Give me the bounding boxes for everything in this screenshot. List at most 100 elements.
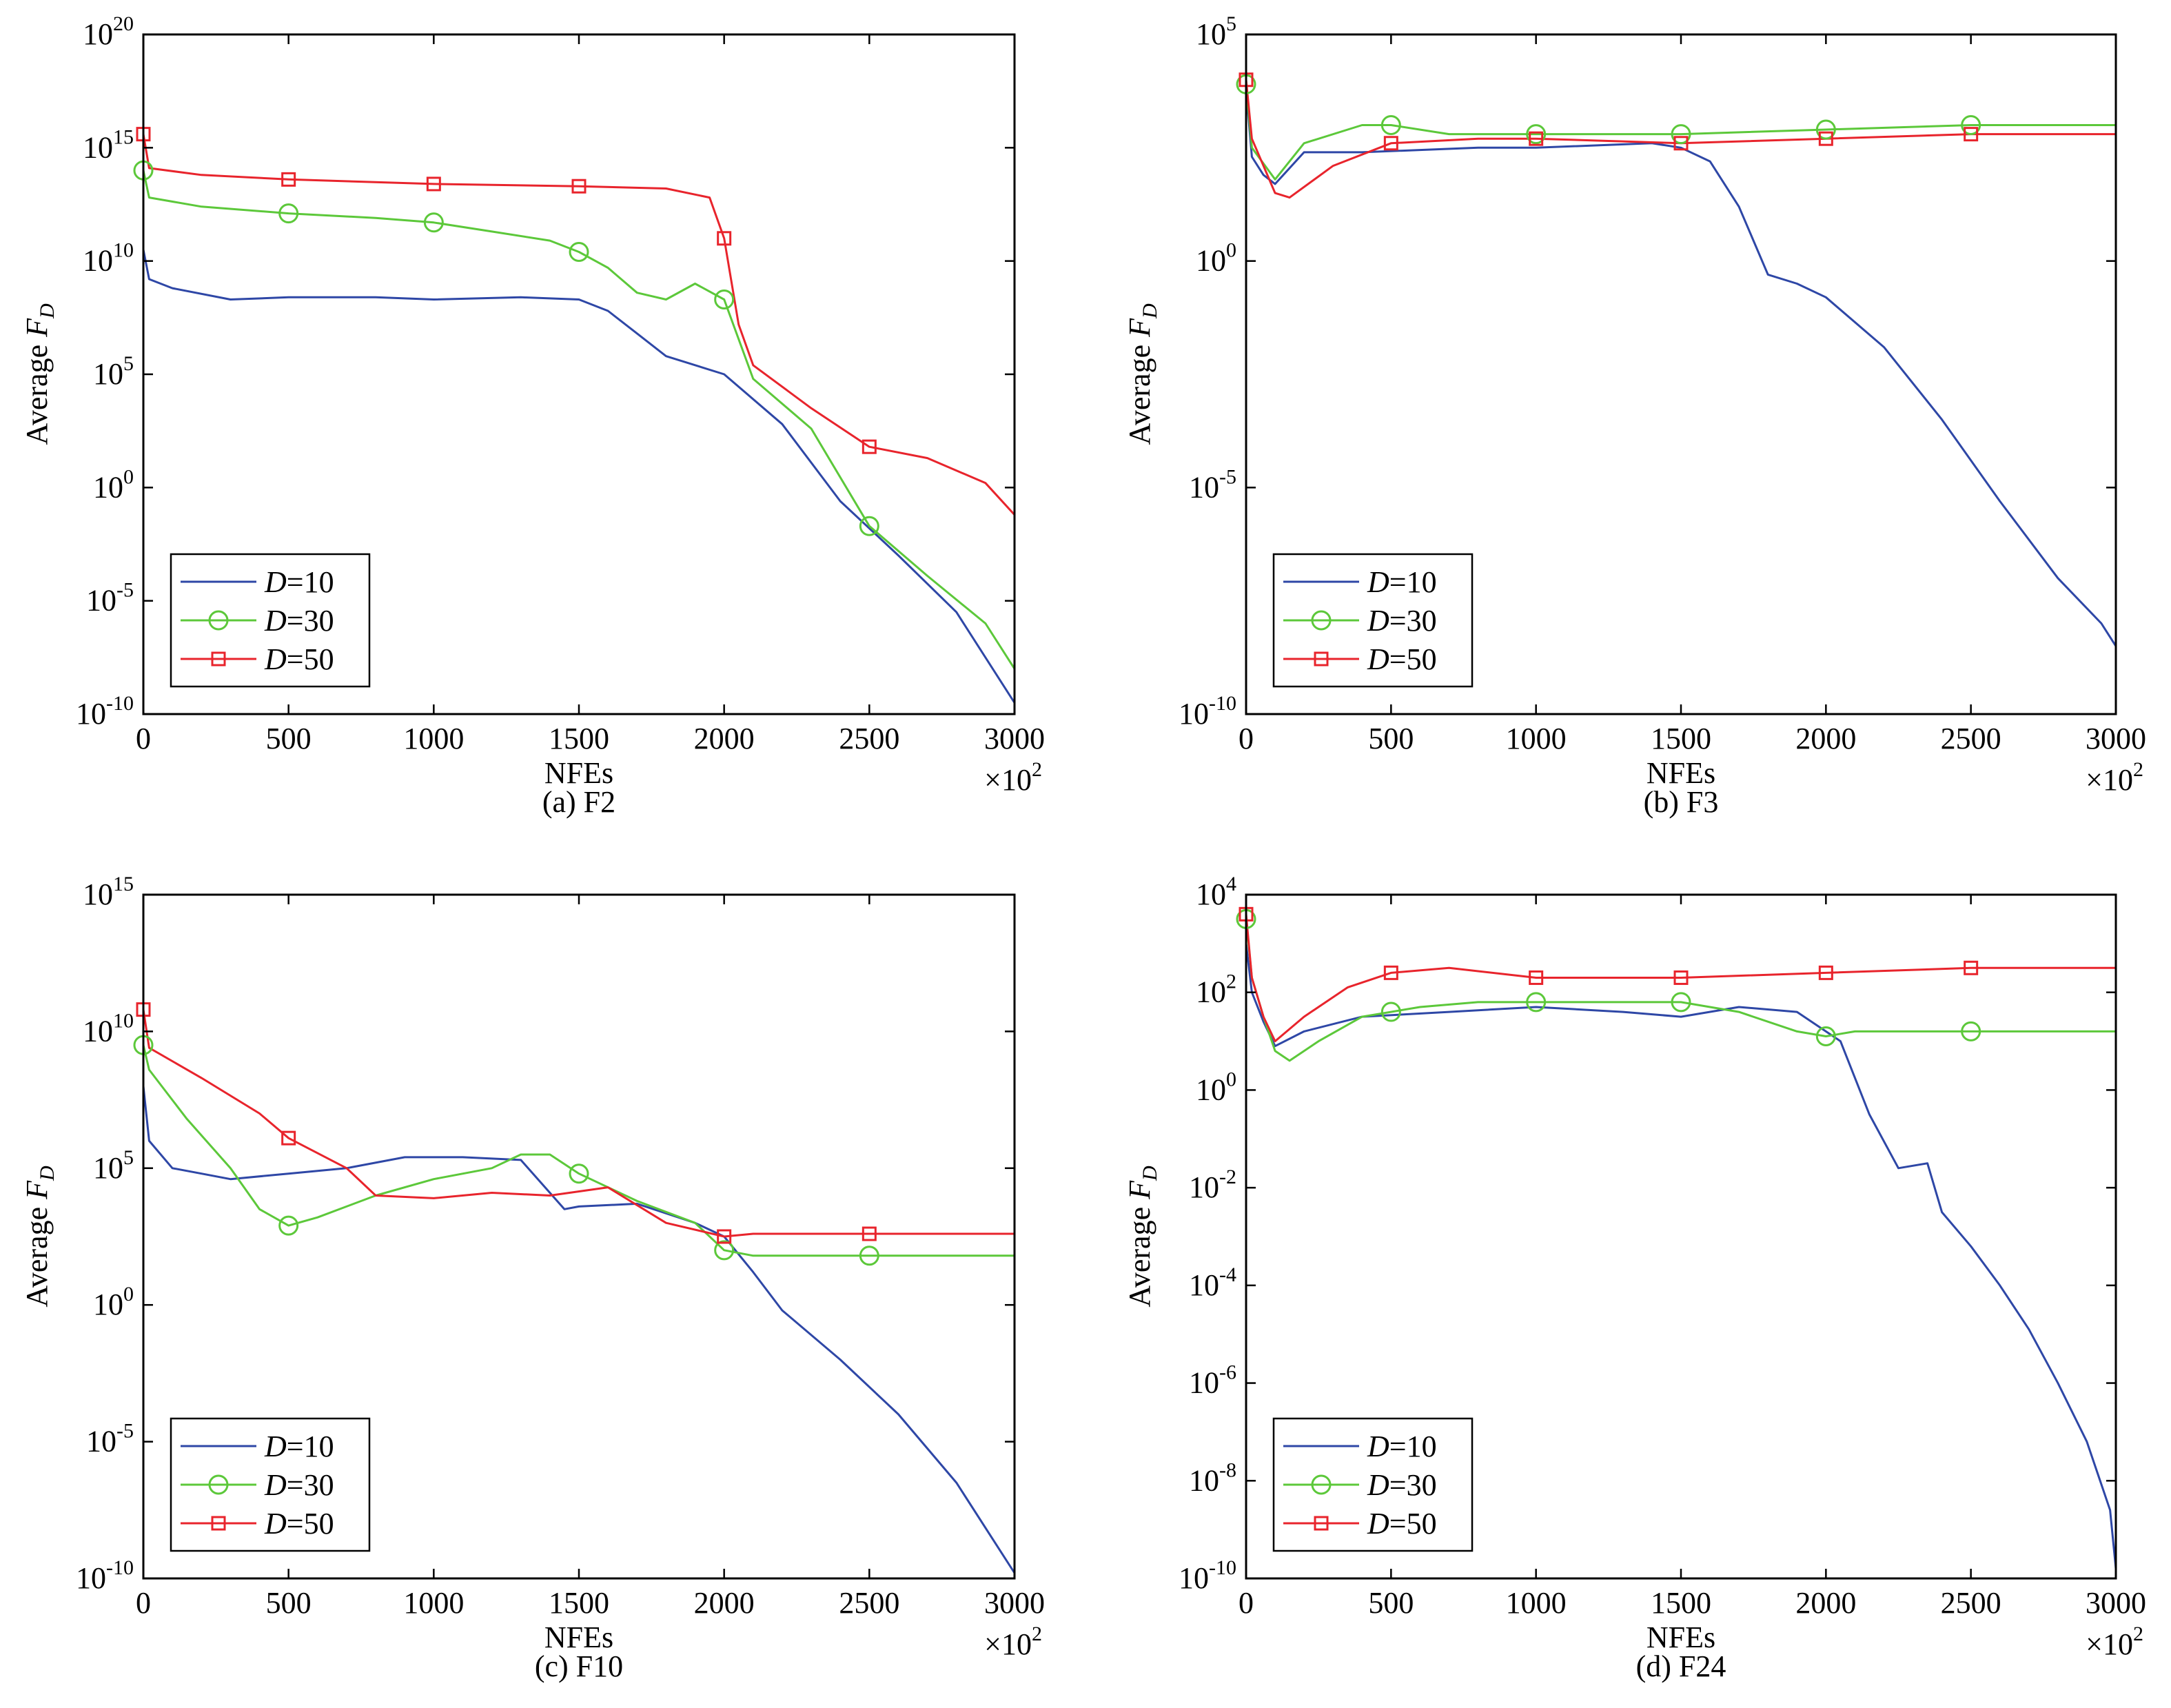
marker-circle: [1671, 992, 1691, 1013]
series-line-d10: [143, 1086, 1015, 1574]
x-tick-label: 1000: [403, 1586, 464, 1620]
marker-square: [1964, 960, 1979, 975]
x-multiplier: ×102: [984, 758, 1042, 797]
x-axis-title: NFEs: [544, 1620, 613, 1654]
y-tick-label: 10-8: [1189, 1458, 1236, 1497]
y-tick-label: 1015: [83, 873, 134, 911]
legend-marker-square: [211, 1516, 226, 1531]
legend: D=10 D=30 D=50: [1272, 553, 1474, 688]
legend-label: D=30: [1367, 1468, 1437, 1502]
legend-label: D=50: [1367, 642, 1437, 676]
marker-square: [1673, 970, 1689, 985]
y-axis-title: Average FD: [1123, 303, 1161, 445]
x-tick-label: 0: [136, 1586, 151, 1620]
y-tick-label: 1015: [83, 125, 134, 164]
y-tick-label: 1020: [83, 12, 134, 51]
legend-label: D=10: [1367, 1430, 1437, 1463]
marker-circle: [714, 289, 735, 310]
y-tick-label: 10-5: [86, 1420, 134, 1458]
legend-label: D=50: [264, 1507, 334, 1541]
marker-square: [1964, 127, 1979, 142]
marker-square: [862, 1226, 877, 1241]
x-axis-title: NFEs: [1647, 1620, 1715, 1654]
y-tick-label: 10-5: [86, 579, 134, 618]
legend-label: D=30: [264, 604, 334, 638]
series-line-d50: [1246, 79, 2116, 199]
series-group: [143, 134, 1015, 704]
x-tick-label: 500: [1368, 1586, 1414, 1620]
x-tick-label: 3000: [984, 722, 1045, 755]
x-tick-label: 1500: [1651, 722, 1711, 755]
marker-square: [1383, 136, 1398, 151]
x-tick-label: 0: [1239, 1586, 1254, 1620]
marker-circle: [569, 1163, 589, 1184]
x-tick-label: 2000: [694, 722, 755, 755]
marker-square: [862, 439, 877, 454]
marker-circle: [1526, 124, 1547, 145]
marker-circle: [1380, 114, 1401, 135]
legend: D=10 D=30 D=50: [1272, 1417, 1474, 1552]
x-multiplier: ×102: [2086, 758, 2143, 797]
y-tick-label: 100: [93, 465, 134, 504]
x-tick-label: 0: [136, 722, 151, 755]
y-tick-label: 10-6: [1189, 1361, 1236, 1400]
y-tick-label: 10-2: [1189, 1166, 1236, 1204]
marker-circle: [1815, 1026, 1836, 1046]
marker-square: [281, 172, 296, 187]
x-tick-label: 1000: [1506, 722, 1567, 755]
y-tick-label: 100: [1196, 1068, 1236, 1106]
legend-marker-circle: [1311, 610, 1332, 631]
y-tick-label: 10-10: [1179, 692, 1236, 731]
legend-marker-square: [1314, 1516, 1329, 1531]
panel-caption: (b) F3: [1644, 785, 1719, 819]
x-tick-label: 2500: [1941, 1586, 2001, 1620]
panel-caption: (d) F24: [1636, 1649, 1726, 1683]
y-tick-label: 105: [93, 1146, 134, 1185]
marker-square: [717, 231, 732, 246]
marker-square: [1529, 970, 1544, 985]
marker-circle: [1961, 1021, 1981, 1041]
series-group: [143, 1009, 1015, 1574]
y-tick-label: 10-5: [1189, 465, 1236, 504]
marker-circle: [423, 212, 444, 233]
marker-circle: [1815, 119, 1836, 140]
y-tick-label: 104: [1196, 873, 1236, 911]
series-line-d10: [1246, 943, 2116, 1569]
x-tick-label: 1500: [1651, 1586, 1711, 1620]
marker-square: [1383, 965, 1398, 980]
legend-label: D=50: [1367, 1507, 1437, 1541]
series-line-d30: [1246, 919, 2116, 1062]
y-tick-label: 105: [1196, 12, 1236, 51]
y-tick-label: 10-10: [1179, 1556, 1236, 1595]
x-tick-label: 2500: [839, 1586, 899, 1620]
marker-circle: [1526, 992, 1547, 1013]
marker-square: [571, 179, 587, 194]
legend-marker-circle: [1311, 1474, 1332, 1495]
series-line-d30: [143, 1044, 1015, 1257]
x-tick-label: 1000: [1506, 1586, 1567, 1620]
marker-square: [426, 176, 441, 192]
legend-marker-circle: [208, 1474, 229, 1495]
series-line-d10: [143, 249, 1015, 704]
x-axis-title: NFEs: [544, 756, 613, 790]
series-line-d50: [143, 1009, 1015, 1238]
marker-circle: [278, 203, 299, 224]
marker-square: [1818, 965, 1833, 980]
x-tick-label: 2000: [1795, 1586, 1856, 1620]
x-tick-label: 2000: [1795, 722, 1856, 755]
legend-label: D=30: [1367, 604, 1437, 638]
series-group: [1246, 914, 2116, 1569]
legend-label: D=10: [1367, 565, 1437, 599]
y-tick-label: 1010: [83, 239, 134, 278]
legend-marker-circle: [208, 610, 229, 631]
marker-circle: [859, 1246, 879, 1266]
x-tick-label: 500: [266, 1586, 312, 1620]
y-tick-label: 100: [1196, 239, 1236, 278]
y-axis-title: Average FD: [20, 1166, 59, 1308]
x-tick-label: 3000: [2086, 722, 2146, 755]
x-axis-title: NFEs: [1647, 756, 1715, 790]
y-tick-label: 102: [1196, 970, 1236, 1009]
y-tick-label: 105: [93, 352, 134, 391]
marker-circle: [714, 1240, 735, 1261]
